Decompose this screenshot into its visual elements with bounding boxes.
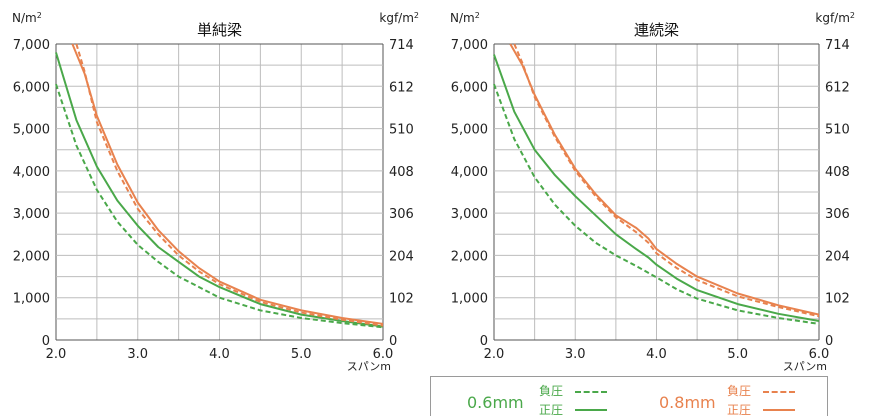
- y-right-tick-label: 612: [389, 80, 414, 95]
- chart-title: 連続梁: [634, 21, 679, 39]
- chart-simple-beam: 01,0002,0003,0004,0005,0006,0007,0000102…: [12, 11, 419, 373]
- y-left-tick-label: 2,000: [13, 249, 50, 264]
- legend-08-negative-label: 負圧: [727, 382, 751, 399]
- y-right-tick-label: 714: [389, 38, 414, 53]
- y-left-tick-label: 3,000: [451, 207, 488, 222]
- y-right-tick-label: 408: [389, 165, 414, 180]
- y-left-tick-label: 6,000: [451, 80, 488, 95]
- x-tick-label: 5.0: [727, 347, 748, 362]
- y-left-tick-label: 4,000: [13, 165, 50, 180]
- x-unit-label: スパンm: [347, 360, 391, 373]
- chart-continuous-beam: 01,0002,0003,0004,0005,0006,0007,0000102…: [450, 11, 855, 373]
- x-tick-label: 5.0: [291, 347, 312, 362]
- y-right-tick-label: 102: [389, 292, 414, 307]
- x-tick-label: 3.0: [127, 347, 148, 362]
- y-left-unit: N/m2: [12, 11, 42, 25]
- legend-08-negative-line: [763, 391, 795, 393]
- y-right-tick-label: 204: [389, 249, 414, 264]
- y-left-tick-label: 6,000: [13, 80, 50, 95]
- x-tick-label: 3.0: [565, 347, 586, 362]
- series-line-c08_pos: [510, 44, 819, 315]
- legend-08mm-label: 0.8mm: [659, 393, 716, 412]
- y-right-unit: kgf/m2: [815, 11, 855, 25]
- y-left-tick-label: 4,000: [451, 165, 488, 180]
- y-right-tick-label: 510: [389, 123, 414, 138]
- y-right-tick-label: 306: [389, 207, 414, 222]
- x-tick-label: 2.0: [484, 347, 505, 362]
- y-right-tick-label: 714: [825, 38, 850, 53]
- legend-06-negative-label: 負圧: [539, 382, 563, 399]
- legend-08-positive-line: [763, 409, 795, 411]
- legend-06-positive-line: [575, 409, 607, 411]
- legend-06mm-label: 0.6mm: [467, 393, 524, 412]
- y-left-tick-label: 7,000: [451, 38, 488, 53]
- y-left-tick-label: 1,000: [13, 292, 50, 307]
- x-tick-label: 4.0: [646, 347, 667, 362]
- legend-06-positive-label: 正圧: [539, 401, 563, 418]
- y-left-tick-label: 5,000: [451, 123, 488, 138]
- x-tick-label: 4.0: [209, 347, 230, 362]
- y-left-tick-label: 7,000: [13, 38, 50, 53]
- legend-08-positive-label: 正圧: [727, 401, 751, 418]
- y-right-tick-label: 510: [825, 123, 850, 138]
- y-left-tick-label: 3,000: [13, 207, 50, 222]
- y-left-tick-label: 2,000: [451, 249, 488, 264]
- x-unit-label: スパンm: [783, 360, 827, 373]
- legend: 0.6mm 負圧 正圧 0.8mm 負圧 正圧: [430, 376, 828, 416]
- y-left-unit: N/m2: [450, 11, 480, 25]
- y-right-tick-label: 102: [825, 292, 850, 307]
- chart-title: 単純梁: [197, 21, 242, 39]
- y-right-tick-label: 306: [825, 207, 850, 222]
- legend-06-negative-line: [575, 391, 607, 393]
- x-tick-label: 2.0: [46, 347, 67, 362]
- y-left-tick-label: 5,000: [13, 123, 50, 138]
- y-right-tick-label: 408: [825, 165, 850, 180]
- y-right-unit: kgf/m2: [379, 11, 419, 25]
- y-right-tick-label: 612: [825, 80, 850, 95]
- y-right-tick-label: 204: [825, 249, 850, 264]
- y-left-tick-label: 1,000: [451, 292, 488, 307]
